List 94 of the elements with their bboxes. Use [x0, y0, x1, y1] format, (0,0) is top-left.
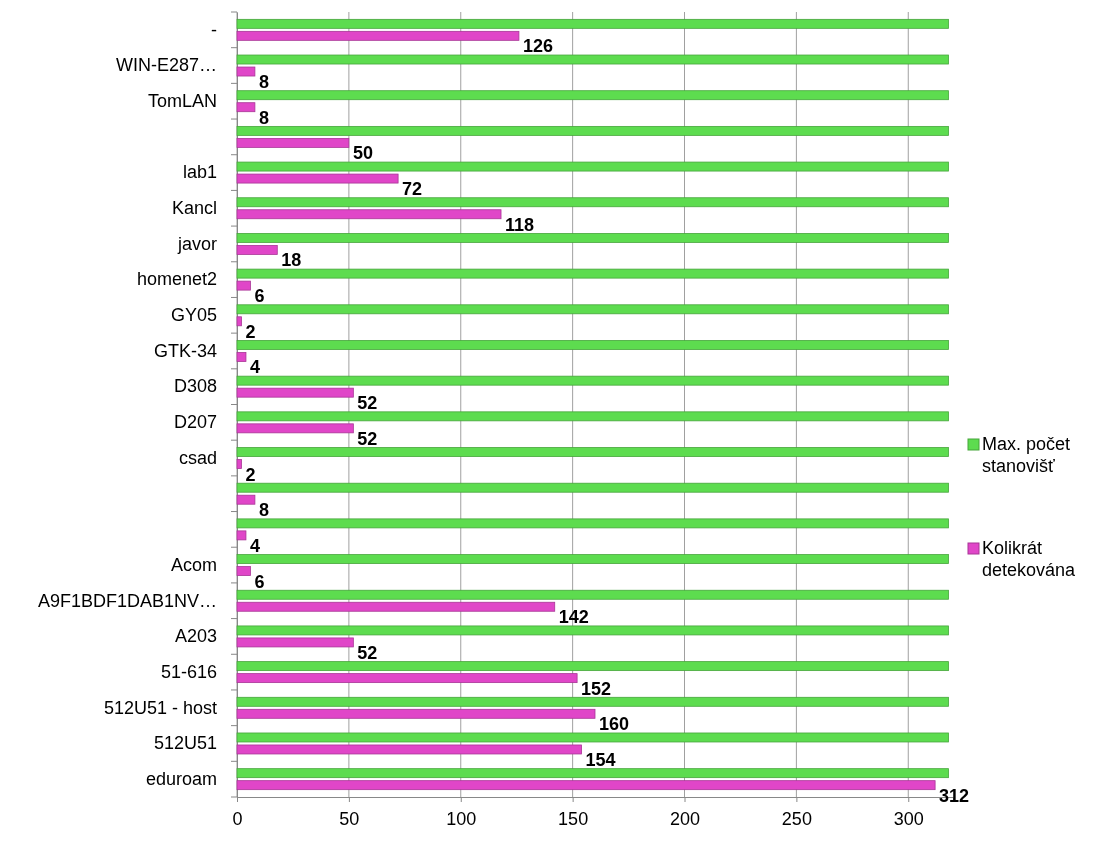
- y-tick-label: javor: [176, 233, 217, 254]
- x-tick-label: 100: [446, 808, 477, 829]
- bar: [236, 316, 242, 327]
- bar: [236, 18, 949, 29]
- data-label: 50: [352, 143, 373, 164]
- y-tick-label: homenet2: [136, 269, 217, 290]
- y-tick-label: A9F1BDF1DAB1NV…: [37, 590, 217, 611]
- data-label: 118: [505, 214, 535, 235]
- bar: [236, 589, 949, 600]
- bar: [236, 447, 949, 457]
- bar: [236, 375, 949, 386]
- bar: [236, 566, 251, 576]
- bar: [236, 173, 399, 184]
- data-label: 142: [558, 607, 589, 628]
- bar: [236, 197, 949, 208]
- data-label: 52: [357, 428, 378, 449]
- bar: [236, 625, 949, 636]
- bar: [236, 411, 949, 422]
- data-label: 126: [522, 36, 553, 57]
- bar: [236, 518, 949, 529]
- bar: [236, 601, 556, 612]
- bar: [236, 494, 256, 505]
- data-label: 52: [357, 393, 378, 414]
- bar: [236, 696, 949, 707]
- y-tick-label: 512U51 - host: [103, 697, 217, 718]
- y-tick-label: TomLAN: [147, 90, 217, 111]
- bar: [236, 30, 520, 41]
- x-tick-label: 200: [669, 808, 701, 829]
- x-tick-label: 300: [893, 808, 924, 829]
- data-label: 2: [245, 464, 256, 485]
- y-tick-label: csad: [178, 447, 217, 468]
- bar: [236, 340, 949, 350]
- y-tick-label: eduroam: [145, 768, 217, 789]
- y-tick-label: -: [211, 19, 217, 40]
- bar: [236, 233, 949, 243]
- bar: [236, 161, 949, 172]
- data-label: 8: [258, 107, 269, 128]
- bar: [236, 268, 949, 279]
- bar: [236, 482, 949, 493]
- bar: [236, 708, 596, 719]
- bar: [236, 137, 350, 148]
- bar: [236, 66, 256, 77]
- bar: [236, 768, 949, 779]
- data-label: 154: [585, 749, 616, 770]
- data-label: 2: [245, 321, 256, 342]
- bar: [236, 780, 936, 791]
- data-label: 8: [258, 72, 269, 93]
- data-label: 6: [254, 286, 265, 307]
- x-tick-label: 250: [781, 808, 812, 829]
- bar: [236, 732, 949, 743]
- x-tick-label: 0: [232, 808, 243, 829]
- bar: [236, 54, 949, 65]
- legend-label: Kolikrát detekována: [982, 538, 1077, 580]
- data-label: 160: [599, 714, 630, 735]
- y-tick-label: D308: [173, 376, 217, 397]
- data-label: 18: [281, 250, 302, 271]
- bar: [236, 554, 949, 564]
- bar: [236, 459, 242, 469]
- bar: [236, 530, 247, 541]
- data-label: 72: [402, 179, 423, 200]
- bar: [236, 90, 949, 101]
- bar: [236, 102, 256, 113]
- y-tick-label: lab1: [182, 162, 217, 183]
- bar: [236, 661, 949, 672]
- bar: [236, 245, 278, 255]
- bar: [236, 280, 251, 291]
- data-label: 152: [581, 678, 612, 699]
- bar: [236, 304, 949, 315]
- data-label: 6: [254, 571, 265, 592]
- bar: [236, 744, 582, 755]
- bar: [236, 125, 949, 136]
- bar: [236, 637, 354, 648]
- data-label: 52: [357, 642, 378, 663]
- data-label: 4: [249, 357, 260, 378]
- y-tick-label: D207: [173, 412, 217, 433]
- bar: [236, 352, 247, 362]
- data-label: 312: [939, 785, 970, 806]
- bar: [236, 423, 354, 434]
- y-tick-label: Kancl: [171, 198, 217, 219]
- y-tick-label: A203: [174, 626, 217, 647]
- bar: [236, 387, 354, 398]
- data-label: 8: [258, 500, 269, 521]
- x-tick-label: 50: [339, 808, 360, 829]
- y-tick-label: 512U51: [153, 733, 217, 754]
- y-tick-label: WIN-E287…: [115, 55, 217, 76]
- x-tick-label: 150: [558, 808, 589, 829]
- bar: [236, 673, 578, 684]
- y-tick-label: GTK-34: [153, 340, 217, 361]
- y-tick-label: GY05: [170, 305, 217, 326]
- y-tick-label: 51-616: [160, 661, 217, 682]
- y-tick-label: Acom: [170, 554, 217, 575]
- legend-label: Max. počet stanovišť: [982, 434, 1071, 476]
- bar: [236, 209, 502, 220]
- data-label: 4: [249, 535, 260, 556]
